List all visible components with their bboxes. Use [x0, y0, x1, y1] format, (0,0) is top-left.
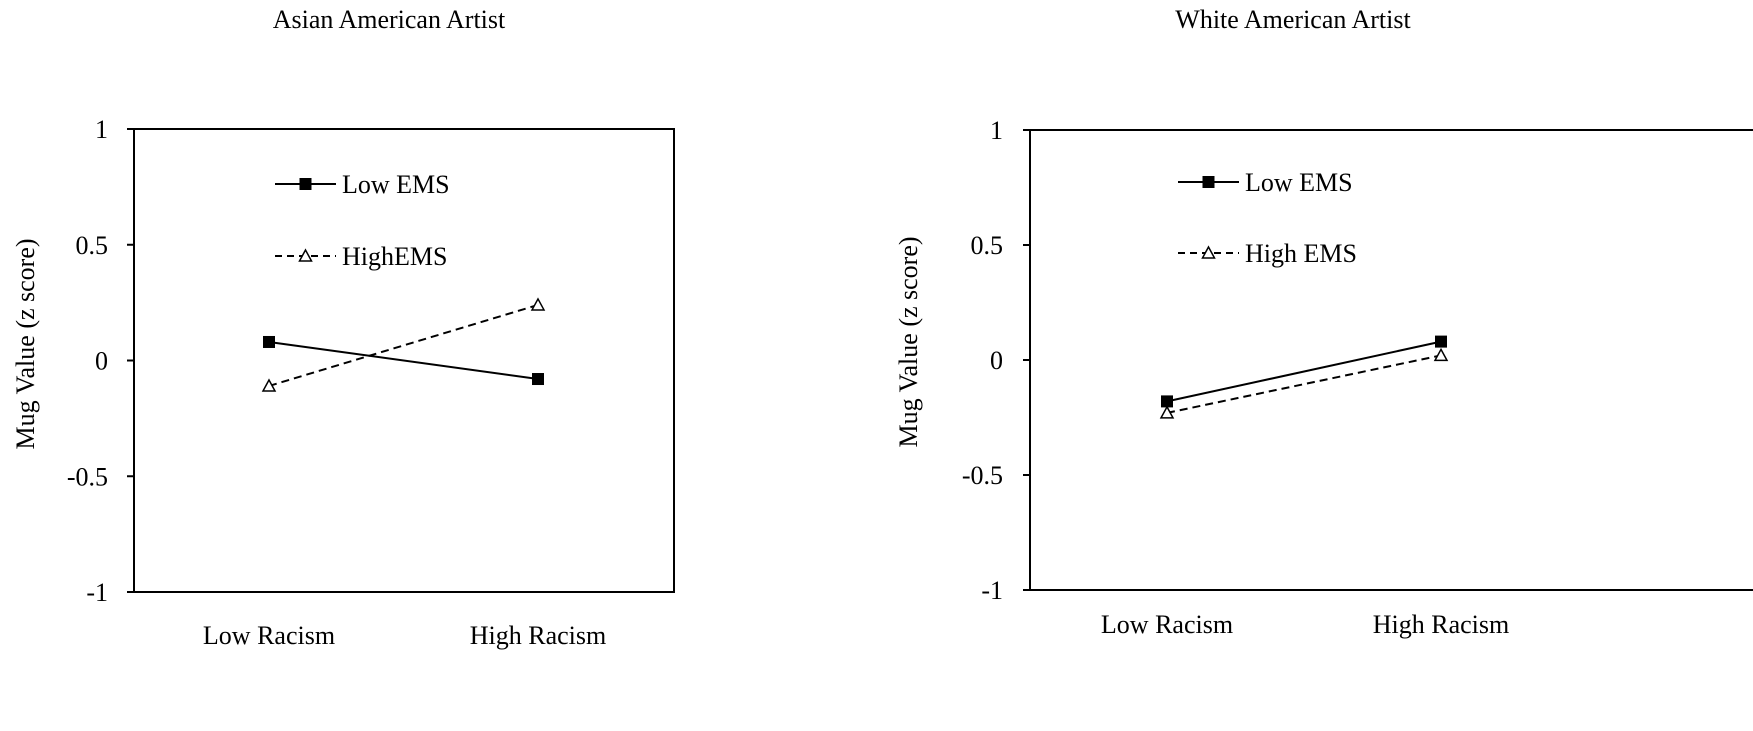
data-point-triangle [261, 378, 277, 392]
y-tick-label: -1 [86, 578, 108, 607]
legend: Low EMS High EMS [1178, 168, 1357, 268]
y-tick-label: 1 [95, 115, 108, 144]
y-tick-label: 0.5 [971, 231, 1004, 260]
legend-label: High EMS [1245, 239, 1357, 268]
series-line [268, 303, 539, 387]
data-point-triangle [530, 297, 546, 311]
chart-title: White American Artist [1175, 5, 1411, 34]
x-tick-label: High Racism [1373, 610, 1510, 639]
series-layer [261, 297, 546, 392]
y-tick-label: -0.5 [67, 462, 108, 491]
y-tick-label: -0.5 [962, 461, 1003, 490]
chart-title: Asian American Artist [273, 5, 506, 34]
y-tick-label: 0.5 [76, 231, 109, 260]
legend-label: Low EMS [1245, 168, 1353, 197]
y-axis-label: Mug Value (z score) [894, 236, 923, 447]
data-point-triangle [1433, 347, 1449, 362]
x-axis-labels: Low Racism High Racism [1101, 610, 1509, 639]
y-axis-ticks: 1 0.5 0 -0.5 -1 [67, 115, 134, 607]
y-axis-ticks: 1 0.5 0 -0.5 -1 [962, 116, 1030, 605]
y-tick-label: 0 [990, 346, 1003, 375]
legend-label: Low EMS [342, 170, 450, 199]
data-point-triangle [1159, 405, 1175, 419]
legend: Low EMS HighEMS [275, 170, 450, 271]
data-point-square [1202, 176, 1215, 188]
data-point-triangle [1201, 245, 1216, 259]
data-point-square [1161, 395, 1173, 408]
y-tick-label: -1 [981, 576, 1003, 605]
panel-asian-american-artist: Asian American Artist Mug Value (z score… [11, 5, 675, 650]
data-point-triangle [298, 248, 313, 262]
series-layer [1159, 335, 1449, 419]
x-axis-labels: Low Racism High Racism [203, 621, 606, 650]
data-point-square [1435, 335, 1447, 348]
series-line [1166, 340, 1442, 403]
data-point-square [532, 373, 544, 386]
legend-label: HighEMS [342, 242, 447, 271]
x-tick-label: Low Racism [203, 621, 335, 650]
series-line [1166, 354, 1442, 414]
x-tick-label: High Racism [470, 621, 607, 650]
panel-white-american-artist: White American Artist Mug Value (z score… [894, 5, 1753, 639]
y-tick-label: 1 [990, 116, 1003, 145]
y-tick-label: 0 [95, 347, 108, 376]
series-line [268, 340, 539, 381]
x-tick-label: Low Racism [1101, 610, 1233, 639]
y-axis-label: Mug Value (z score) [11, 238, 40, 449]
plot-frame [1029, 129, 1753, 591]
data-point-square [299, 178, 312, 190]
data-point-square [263, 335, 275, 348]
